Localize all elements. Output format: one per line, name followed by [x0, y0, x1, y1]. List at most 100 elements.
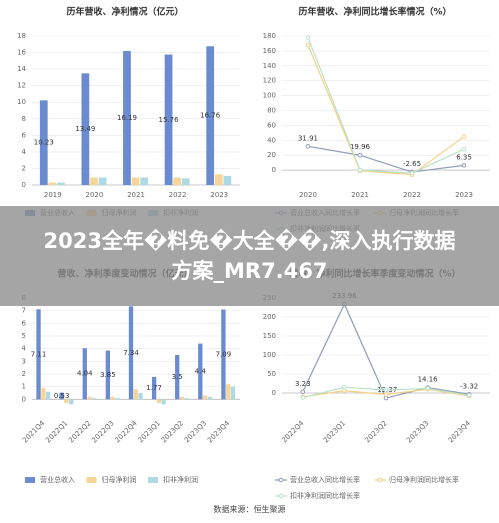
x-tick-label: 2022Q3 [90, 419, 115, 444]
data-label: 31.91 [298, 134, 318, 142]
legend-swatch [86, 477, 97, 483]
bar [133, 389, 138, 400]
bar [57, 182, 65, 185]
x-tick-label: 2023Q2 [160, 419, 185, 444]
line [307, 37, 465, 174]
bar [45, 391, 51, 400]
bar [105, 350, 111, 400]
bar [81, 73, 90, 185]
legend-label: 扣非净利润 [163, 475, 198, 484]
y-tick-label: 14 [17, 65, 26, 73]
y-tick-label: 200 [263, 313, 276, 321]
x-tick-label: 2023Q3 [183, 419, 208, 444]
bar [161, 399, 166, 405]
point [461, 163, 467, 168]
legend-swatch [25, 477, 35, 483]
bar [181, 178, 190, 185]
chart-title: 历年营收、净利同比增长率情况（%） [298, 6, 451, 18]
bar [64, 399, 69, 404]
x-tick-label: 2020 [85, 191, 103, 199]
point [383, 395, 389, 401]
x-tick-label: 2023 [210, 191, 228, 199]
y-tick-label: 6 [22, 319, 27, 327]
legend-label: 归母净利润同比增长率 [389, 475, 459, 484]
x-tick-label: 2019 [44, 191, 62, 199]
data-label: 7.11 [31, 350, 47, 358]
y-tick-label: 4 [22, 148, 27, 156]
legend-swatch [148, 477, 158, 483]
data-label: 19.96 [350, 143, 371, 151]
point [461, 134, 467, 139]
bar [48, 182, 57, 185]
y-tick-label: 7 [22, 307, 26, 315]
x-tick-label: 2022Q2 [67, 419, 92, 444]
x-tick-label: 2023Q2 [364, 419, 389, 444]
bar [131, 177, 140, 185]
x-tick-label: 2022 [169, 191, 187, 199]
bar [214, 174, 223, 185]
data-label: -2.65 [403, 160, 421, 168]
bar [207, 396, 213, 400]
bar [223, 175, 232, 185]
y-tick-label: 180 [263, 32, 276, 40]
y-tick-label: 5 [22, 332, 26, 340]
y-tick-label: 16 [17, 49, 26, 57]
point [409, 170, 415, 176]
bar [123, 50, 131, 186]
data-label: 16.19 [117, 114, 137, 122]
bar [226, 384, 231, 400]
data-label: 10.23 [34, 139, 54, 147]
data-label: 3.23 [295, 380, 311, 388]
bar [59, 392, 64, 400]
y-tick-label: 8 [22, 115, 26, 123]
y-tick-label: 0 [22, 395, 26, 403]
bar [179, 396, 185, 400]
x-tick-label: 2023Q3 [405, 419, 430, 444]
overlay-banner: 2023全年�料免�大全��,深入执行数据方案_MR7.467 [0, 206, 499, 306]
bar [206, 46, 215, 185]
point [425, 386, 430, 391]
x-tick-label: 2022Q4 [280, 419, 306, 445]
y-tick-label: 2 [22, 164, 26, 172]
x-tick-label: 2023Q1 [137, 419, 162, 444]
y-tick-label: 80 [267, 107, 276, 115]
line [302, 302, 470, 399]
data-label: 7.09 [216, 350, 232, 358]
y-tick-label: 0 [272, 389, 276, 397]
legend-label: 营业总收入 [40, 475, 75, 484]
bar [41, 387, 46, 400]
bar [69, 399, 74, 405]
x-tick-label: 2021 [127, 191, 145, 199]
bar [98, 177, 107, 185]
source: 数据来源：恒生聚源 [213, 505, 286, 514]
bar [173, 177, 182, 185]
data-label: 1.77 [146, 384, 162, 392]
y-tick-label: 2 [22, 370, 26, 378]
point [300, 389, 306, 395]
y-tick-label: 12 [17, 82, 26, 90]
y-tick-label: 150 [263, 332, 276, 340]
legend-swatch [278, 493, 284, 499]
bar [140, 177, 149, 185]
overlay-title: 2023全年�料免�大全��,深入执行数据方案_MR7.467 [43, 229, 456, 283]
y-tick-label: 4 [22, 345, 27, 353]
data-label: 0.53 [54, 392, 70, 400]
x-tick-label: 2021 [351, 191, 369, 199]
y-tick-label: 140 [263, 62, 276, 70]
point [466, 392, 472, 398]
y-tick-label: 1 [22, 383, 26, 391]
bar [128, 306, 134, 400]
point [383, 392, 389, 397]
bar [110, 396, 115, 400]
y-tick-label: 100 [263, 92, 276, 100]
point [357, 167, 363, 173]
point [300, 395, 306, 400]
point [383, 387, 389, 393]
point [342, 385, 347, 390]
y-tick-label: 160 [263, 47, 276, 55]
bar [36, 309, 41, 400]
bar [90, 177, 98, 185]
bar [221, 309, 226, 400]
data-label: 14.16 [418, 376, 439, 384]
legend-swatch [377, 477, 383, 483]
